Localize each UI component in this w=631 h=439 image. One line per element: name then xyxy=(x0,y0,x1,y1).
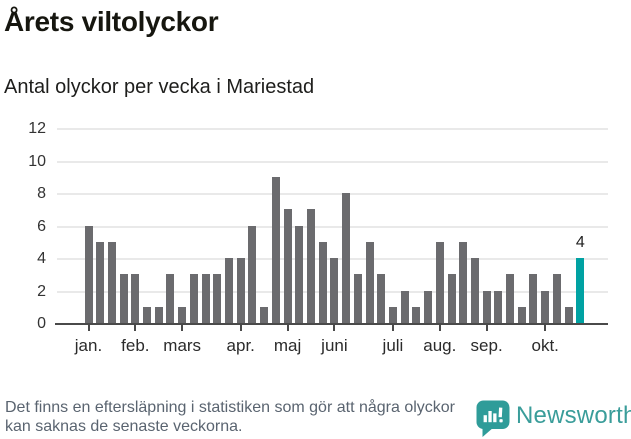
y-axis-tick-label: 4 xyxy=(37,250,46,267)
bar-week-30 xyxy=(424,290,433,323)
x-axis-tick-maj xyxy=(286,325,289,331)
bar-week-15 xyxy=(248,225,257,323)
bar-week-36 xyxy=(494,290,503,323)
bar-week-19 xyxy=(295,225,304,323)
x-axis-tick-mars xyxy=(181,325,184,331)
bar-week-10 xyxy=(189,274,198,323)
bar-week-7 xyxy=(154,306,163,323)
x-axis-label-aug: aug. xyxy=(423,336,457,355)
bar-week-6 xyxy=(143,306,152,323)
gridline-y10 xyxy=(57,160,608,163)
bar-week-12 xyxy=(213,274,222,323)
bar-week-35 xyxy=(482,290,491,323)
x-axis-label-juni: juni xyxy=(321,336,348,355)
bar-week-11 xyxy=(201,274,210,323)
x-axis-line xyxy=(55,323,608,325)
bar-week-1 xyxy=(84,225,93,323)
gridline-y8 xyxy=(57,193,608,195)
bar-week-28 xyxy=(400,290,409,323)
y-axis-tick-label: 6 xyxy=(37,217,46,235)
x-axis-label-sep: sep. xyxy=(470,336,503,355)
footer-note: Det finns en eftersläpning i statistiken… xyxy=(5,399,455,435)
x-axis-tick-jan xyxy=(87,325,90,331)
bar-week-3 xyxy=(107,241,116,323)
bar-week-26 xyxy=(377,274,386,323)
bar-week-14 xyxy=(236,258,245,323)
x-axis-tick-aug xyxy=(438,325,441,331)
bar-week-8 xyxy=(166,274,175,323)
bar-week-5 xyxy=(131,274,140,323)
chart-subtitle: Antal olyckor per vecka i Mariestad xyxy=(4,76,315,98)
y-axis-tick-label: 2 xyxy=(37,282,46,300)
x-axis-tick-apr xyxy=(239,325,242,331)
gridline-y6 xyxy=(57,225,608,228)
x-axis-label-jan: jan. xyxy=(74,336,103,355)
newsworthy-wordmark: Newsworthy xyxy=(516,402,631,429)
gridline-y12 xyxy=(57,128,608,130)
x-axis-label-mars: mars xyxy=(163,336,202,355)
highlight-value-label: 4 xyxy=(575,234,585,251)
bar-week-17 xyxy=(271,176,280,323)
bar-week-40 xyxy=(541,290,550,323)
bar-week-33 xyxy=(459,241,468,323)
x-axis-tick-okt xyxy=(544,325,547,331)
bar-week-2 xyxy=(96,241,105,323)
y-axis-tick-label: 12 xyxy=(28,120,46,137)
bar-week-18 xyxy=(283,209,292,323)
bar-week-27 xyxy=(388,306,397,323)
x-axis-tick-feb xyxy=(134,325,137,331)
x-axis-tick-sep xyxy=(485,325,488,331)
bar-week-38 xyxy=(517,306,526,323)
bar-week-41 xyxy=(552,274,561,323)
bar-week-25 xyxy=(365,241,374,323)
x-axis-label-apr: apr. xyxy=(226,336,255,355)
bar-week-22 xyxy=(330,258,339,323)
bar-week-4 xyxy=(119,274,128,323)
bar-week-13 xyxy=(225,258,234,323)
bar-week-24 xyxy=(353,274,362,323)
bar-week-31 xyxy=(435,241,444,323)
x-axis-tick-juni xyxy=(333,325,336,331)
bar-week-42 xyxy=(564,306,573,323)
x-axis-label-feb: feb. xyxy=(121,336,150,355)
x-axis-label-maj: maj xyxy=(273,336,302,355)
chart-title: Årets viltolyckor xyxy=(4,6,219,37)
bar-week-16 xyxy=(260,306,269,323)
newsworthy-icon xyxy=(476,400,510,437)
x-axis-tick-juli xyxy=(391,325,394,331)
bar-week-39 xyxy=(529,274,538,323)
bar-week-23 xyxy=(342,193,351,323)
y-axis-tick-label: 8 xyxy=(37,185,46,202)
x-axis-label-okt: okt. xyxy=(531,336,559,355)
bar-week-20 xyxy=(306,209,315,323)
newsworthy-logo: Newsworthy xyxy=(476,398,631,438)
bar-week-29 xyxy=(412,306,421,323)
y-axis-tick-label: 0 xyxy=(37,315,46,332)
bar-week-21 xyxy=(318,241,327,323)
bar-week-43 xyxy=(576,258,585,323)
y-axis-tick-label: 10 xyxy=(28,152,46,170)
bar-week-32 xyxy=(447,274,456,323)
bar-week-37 xyxy=(506,274,515,323)
x-axis-label-juli: juli xyxy=(382,336,404,355)
bar-week-9 xyxy=(178,306,187,323)
bar-week-34 xyxy=(470,258,479,323)
